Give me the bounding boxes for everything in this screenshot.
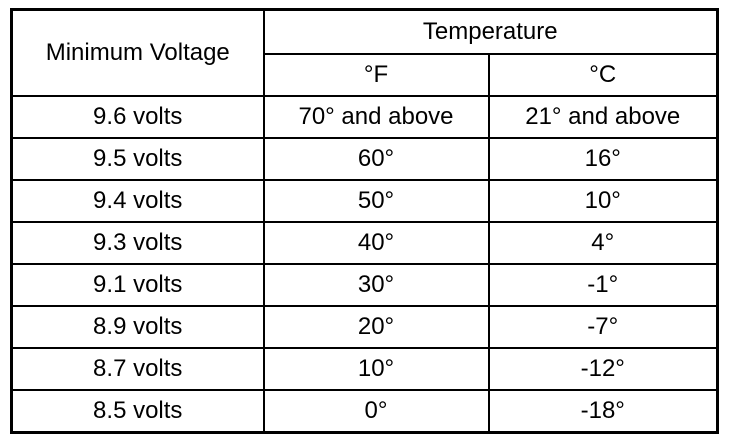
- table-cell: 9.4 volts: [10, 179, 265, 223]
- table-cell: 8.7 volts: [10, 347, 265, 391]
- column-header: °C: [487, 53, 719, 97]
- group-header: Temperature: [262, 8, 719, 55]
- header-row: °F °C: [12, 53, 719, 97]
- table-cell: 0°: [262, 389, 490, 434]
- table-cell: 21° and above: [487, 95, 719, 139]
- table-cell: 10°: [262, 347, 490, 391]
- table-cell: 60°: [262, 137, 490, 181]
- table-row: 8.9 volts 20° -7°: [10, 305, 719, 349]
- table-cell: -12°: [487, 347, 719, 391]
- table-cell: -7°: [487, 305, 719, 349]
- table-cell: 9.5 volts: [10, 137, 265, 181]
- table-row: 9.5 volts 60° 16°: [10, 137, 719, 181]
- table-cell: 8.5 volts: [10, 389, 265, 434]
- table-cell: 70° and above: [262, 95, 490, 139]
- table-header: Minimum Voltage Temperature °F °C: [10, 8, 719, 97]
- table-cell: 9.3 volts: [10, 221, 265, 265]
- table-cell: -1°: [487, 263, 719, 307]
- voltage-table: Minimum Voltage Temperature °F °C 9.6 vo…: [10, 8, 720, 434]
- table-cell: 9.1 volts: [10, 263, 265, 307]
- table-cell: 16°: [487, 137, 719, 181]
- table-cell: 9.6 volts: [10, 95, 265, 139]
- row-label-header: Minimum Voltage: [10, 8, 265, 97]
- table-row: 8.5 volts 0° -18°: [10, 389, 719, 434]
- table-body: 9.6 volts 70° and above 21° and above 9.5 v…: [10, 95, 719, 434]
- table-cell: 30°: [262, 263, 490, 307]
- table-cell: 8.9 volts: [10, 305, 265, 349]
- table-cell: 50°: [262, 179, 490, 223]
- table-row: 9.4 volts 50° 10°: [10, 179, 719, 223]
- table-cell: 20°: [262, 305, 490, 349]
- table-cell: 40°: [262, 221, 490, 265]
- header-row: Minimum Voltage Temperature: [10, 8, 719, 97]
- table-row: 9.3 volts 40° 4°: [10, 221, 719, 265]
- table-cell: 10°: [487, 179, 719, 223]
- table-row: 9.6 volts 70° and above 21° and above: [10, 95, 719, 139]
- table-row: 8.7 volts 10° -12°: [10, 347, 719, 391]
- column-header: °F: [262, 53, 490, 97]
- table-cell: -18°: [487, 389, 719, 434]
- table-cell: 4°: [487, 221, 719, 265]
- table-row: 9.1 volts 30° -1°: [10, 263, 719, 307]
